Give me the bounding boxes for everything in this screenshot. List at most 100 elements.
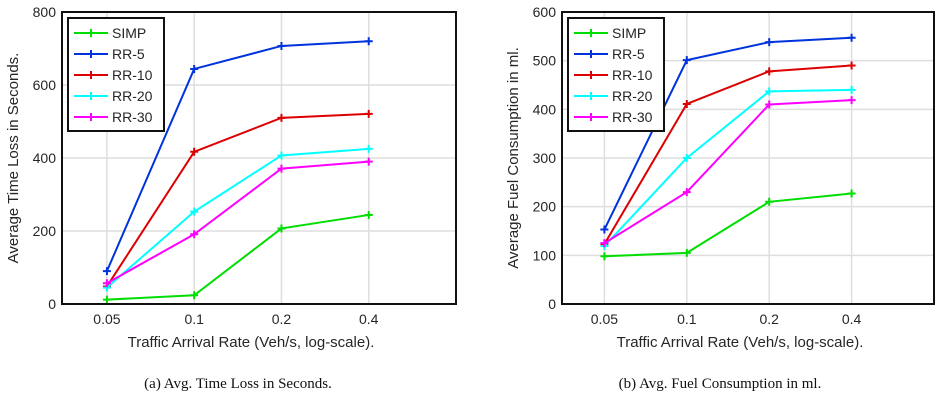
figure-caption: (b) Avg. Fuel Consumption in ml.	[619, 376, 822, 392]
legend-marker	[87, 92, 95, 100]
data-point	[102, 279, 111, 288]
y-tick-label: 400	[33, 150, 57, 166]
legend-entry: RR-30	[612, 109, 653, 125]
series-line	[106, 147, 369, 289]
legend-entry: RR-5	[612, 46, 645, 62]
y-tick-label: 400	[533, 101, 557, 117]
legend-entry: RR-20	[112, 88, 153, 104]
data-point	[277, 41, 286, 50]
legend: SIMP RR-5 RR-10 RR-20 RR-30	[67, 17, 165, 132]
y-tick-label: 100	[533, 247, 557, 263]
data-point	[364, 210, 373, 219]
data-point	[847, 189, 856, 198]
legend-marker	[87, 71, 95, 79]
series-simp	[102, 210, 373, 304]
y-tick-label: 600	[533, 4, 557, 20]
legend-entry: RR-10	[112, 67, 153, 83]
data-point	[102, 295, 111, 304]
series-line	[106, 213, 369, 301]
y-axis-label: Average Fuel Consumption in ml.	[505, 47, 522, 269]
time-loss-chart: 0 200 400 600 800 0.05 0.1 0.2 0.4 Traffic Arriva…	[5, 4, 457, 392]
data-point	[765, 67, 774, 76]
data-point	[765, 197, 774, 206]
series-line	[604, 192, 852, 258]
data-point	[277, 151, 286, 160]
series-line	[603, 36, 852, 230]
data-point	[765, 100, 774, 109]
x-axis-label: Traffic Arrival Rate (Veh/s, log-scale).	[128, 334, 375, 351]
y-tick-label: 0	[48, 296, 56, 312]
legend-entry: RR-5	[112, 46, 145, 62]
x-tick-label: 0.2	[759, 311, 779, 327]
x-tick-label: 0.4	[359, 311, 379, 327]
data-point	[600, 225, 609, 234]
series-line	[105, 40, 369, 272]
figure-caption: (a) Avg. Time Loss in Seconds.	[144, 376, 332, 392]
data-point	[277, 224, 286, 233]
x-tick-label: 0.05	[93, 311, 120, 327]
data-point	[190, 230, 199, 239]
series-line	[603, 88, 852, 247]
y-axis-label: Average Time Loss in Seconds.	[5, 53, 22, 264]
series-rr-30	[102, 157, 373, 288]
data-point	[682, 248, 691, 257]
legend-marker	[87, 29, 95, 37]
fuel-consumption-chart: 0 100 200 300 400 500 600 0.05 0.1 0.2 0.4 Traffic …	[505, 4, 935, 392]
data-point	[277, 164, 286, 173]
legend-entry: RR-20	[612, 88, 653, 104]
y-tick-label: 0	[548, 296, 556, 312]
series-line	[603, 64, 852, 245]
data-point	[364, 37, 373, 46]
x-axis-label: Traffic Arrival Rate (Veh/s, log-scale).	[617, 334, 864, 351]
series-simp	[600, 189, 856, 261]
legend-marker	[587, 50, 595, 58]
series-line	[106, 112, 369, 288]
data-point	[190, 291, 199, 300]
y-tick-label: 300	[533, 150, 557, 166]
y-tick-label: 200	[33, 223, 57, 239]
legend: SIMP RR-5 RR-10 RR-20 RR-30	[567, 17, 665, 132]
y-tick-label: 200	[533, 199, 557, 215]
x-tick-label: 0.1	[677, 311, 697, 327]
data-point	[765, 87, 774, 96]
series-rr-30	[600, 96, 856, 248]
y-tick-label: 600	[33, 77, 57, 93]
data-point	[364, 144, 373, 153]
y-tick-label: 800	[33, 4, 57, 20]
plot-frame	[61, 11, 457, 305]
data-point	[190, 64, 199, 73]
data-point	[682, 99, 691, 108]
data-point	[682, 188, 691, 197]
legend-marker	[587, 71, 595, 79]
legend-entry: RR-30	[112, 109, 153, 125]
data-point	[102, 267, 111, 276]
plot-frame	[561, 11, 935, 305]
series-rr-5	[102, 37, 373, 276]
x-tick-label: 0.05	[591, 311, 618, 327]
x-tick-label: 0.2	[272, 311, 292, 327]
x-tick-label: 0.4	[842, 311, 862, 327]
data-point	[277, 113, 286, 122]
legend-entry: SIMP	[612, 25, 646, 41]
data-point	[190, 147, 199, 156]
data-point	[682, 56, 691, 65]
series-line	[603, 99, 852, 245]
data-point	[600, 252, 609, 261]
legend-entry: RR-10	[612, 67, 653, 83]
data-point	[190, 207, 199, 216]
legend-marker	[87, 113, 95, 121]
series-line	[106, 160, 369, 285]
legend-entry: SIMP	[112, 25, 146, 41]
data-point	[600, 239, 609, 248]
legend-marker	[587, 92, 595, 100]
legend-marker	[587, 113, 595, 121]
data-point	[765, 38, 774, 47]
data-point	[847, 33, 856, 42]
data-point	[364, 109, 373, 118]
y-tick-label: 500	[533, 53, 557, 69]
legend-marker	[587, 29, 595, 37]
series-rr-5	[600, 33, 856, 234]
data-point	[847, 96, 856, 105]
data-point	[847, 61, 856, 70]
